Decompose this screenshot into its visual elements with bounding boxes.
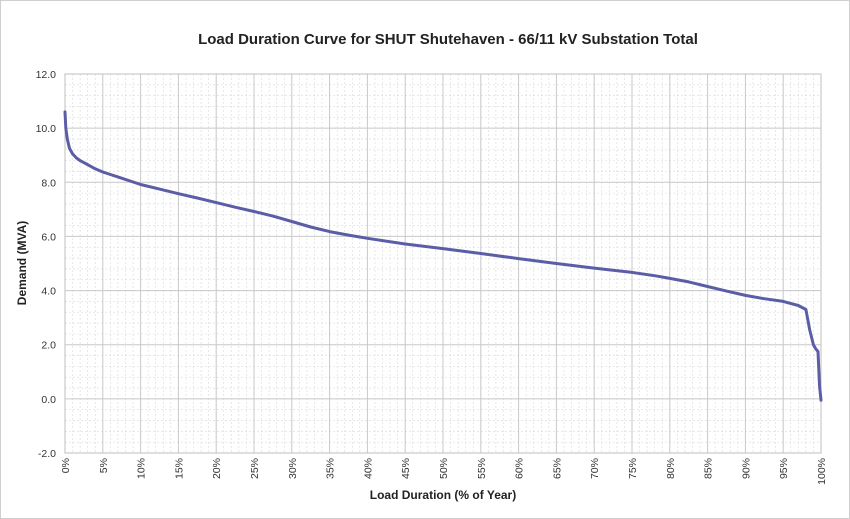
x-tick-label: 45%: [400, 458, 412, 479]
plot-area-border: [64, 73, 822, 454]
x-tick-label: 10%: [136, 458, 148, 479]
y-tick-label: 10.0: [36, 123, 57, 135]
series-layer: [63, 110, 823, 402]
x-tick-label: 20%: [211, 458, 223, 479]
minor-gridlines: [65, 74, 821, 453]
x-tick-label: 70%: [589, 458, 601, 479]
x-axis-ticks: 0% 5% 10% 15% 20% 25% 30% 35% 40% 45% 50% 55% 60% 65%…: [60, 458, 828, 485]
y-tick-label: -2.0: [38, 448, 56, 460]
x-tick-label: 25%: [249, 458, 261, 479]
y-tick-label: 8.0: [41, 177, 56, 189]
x-tick-label: 85%: [703, 458, 715, 479]
y-tick-label: 0.0: [41, 394, 56, 406]
y-tick-label: 2.0: [41, 340, 56, 352]
x-tick-label: 90%: [740, 458, 752, 479]
x-tick-label: 30%: [287, 458, 299, 479]
x-tick-label: 100%: [816, 458, 828, 485]
major-gridlines: [64, 73, 822, 454]
series-line-demand: [63, 110, 823, 402]
x-tick-label: 35%: [325, 458, 337, 479]
x-tick-label: 55%: [476, 458, 488, 479]
x-tick-label: 80%: [665, 458, 677, 479]
x-tick-label: 0%: [60, 458, 72, 473]
x-tick-label: 75%: [627, 458, 639, 479]
x-tick-label: 50%: [438, 458, 450, 479]
y-axis-title: Demand (MVA): [15, 221, 29, 305]
x-tick-label: 5%: [98, 458, 110, 473]
y-tick-label: 4.0: [41, 286, 56, 298]
y-tick-label: 6.0: [41, 231, 56, 243]
x-tick-label: 60%: [514, 458, 526, 479]
x-tick-label: 65%: [551, 458, 563, 479]
x-tick-label: 15%: [173, 458, 185, 479]
x-tick-label: 40%: [362, 458, 374, 479]
y-axis-ticks: -2.0 0.0 2.0 4.0 6.0 8.0 10.0 12.0: [36, 69, 57, 460]
chart-title: Load Duration Curve for SHUT Shutehaven …: [198, 31, 698, 48]
x-tick-label: 95%: [778, 458, 790, 479]
y-tick-label: 12.0: [36, 69, 57, 81]
x-axis-title: Load Duration (% of Year): [370, 488, 516, 502]
